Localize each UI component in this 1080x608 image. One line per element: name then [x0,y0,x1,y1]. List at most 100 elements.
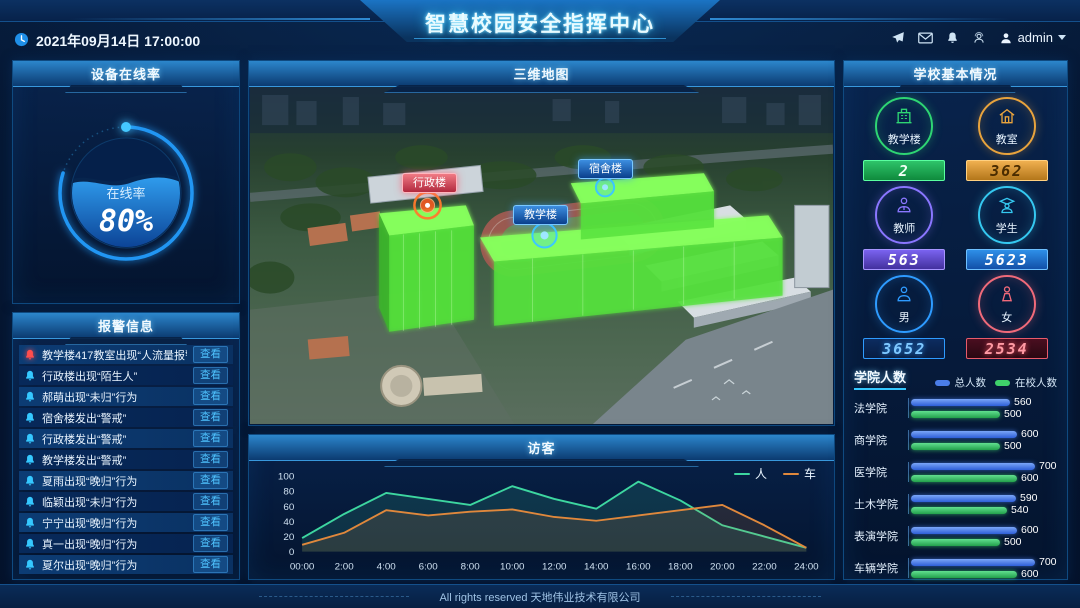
bell-icon [24,391,36,403]
building-marker[interactable] [594,177,616,198]
view-button[interactable]: 查看 [193,472,228,489]
legend-pill-icon [934,379,950,386]
campus-3d-map [250,87,833,424]
college-bars: 590 540 [908,492,1057,516]
svg-text:40: 40 [283,517,294,528]
college-row: 医学院 700 600 [854,456,1057,488]
legend-line-icon [782,472,799,475]
college-head: 学院人数 总人数 在校人数 [854,367,1057,390]
alarm-row: 郝萌出现“未归”行为 查看 [19,387,233,406]
visitor-chart-container: 0 20 40 60 80 100 00:00 2:00 4:00 6:00 8:00 10:00 12… [257,467,826,576]
alarm-text: 教学楼417教室出现“人流量报警” [42,349,187,362]
svg-text:14:00: 14:00 [584,562,609,573]
admin-label: admin [1017,30,1053,45]
svg-text:20: 20 [283,532,294,543]
college-name: 土木学院 [854,499,898,511]
svg-text:2:00: 2:00 [335,562,354,573]
total-value: 700 [1039,460,1057,472]
visitor-legend: 人车 [733,465,816,482]
view-button[interactable]: 查看 [193,514,228,531]
college-bars: 700 600 [908,556,1057,580]
datetime: 2021年09月14日 17:00:00 [14,31,200,51]
stat-value: 563 [863,249,946,270]
view-button[interactable]: 查看 [193,367,228,384]
stat-card: 教学楼 2 [856,97,953,183]
view-button[interactable]: 查看 [193,556,228,573]
view-button[interactable]: 查看 [193,346,228,363]
view-button[interactable]: 查看 [193,451,228,468]
college-row: 土木学院 590 540 [854,488,1057,520]
map-panel: 三维地图 [248,60,835,426]
stat-value: 2534 [965,338,1048,359]
header-deco-line-right [710,18,1010,20]
stat-label: 女 [1001,311,1013,324]
title-background [360,0,720,42]
alarm-text: 宿舍楼发出“警戒” [42,412,127,425]
alarm-text: 郝萌出现“未归”行为 [42,391,138,404]
admin-menu[interactable]: admin [999,30,1066,45]
stat-card: 教室 362 [959,97,1056,183]
stat-ring: 男 [875,275,934,333]
legend-item[interactable]: 车 [782,465,816,482]
svg-text:00:00: 00:00 [290,562,315,573]
college-bars: 600 500 [908,524,1057,548]
stat-label: 教室 [995,133,1018,146]
legend-item[interactable]: 人 [733,465,767,482]
college-row: 车辆学院 700 600 [854,552,1057,584]
school-panel-title: 学校基本情况 [913,67,998,82]
building-label[interactable]: 教学楼 [513,205,568,225]
svg-text:0: 0 [289,547,294,558]
view-button[interactable]: 查看 [193,493,228,510]
legend-label: 在校人数 [1015,377,1057,389]
device-panel-title: 设备在线率 [90,67,161,82]
svg-text:18:00: 18:00 [668,562,693,573]
oncampus-bar [911,570,1017,578]
stat-ring: 教学楼 [875,97,934,155]
alarm-list: 教学楼417教室出现“人流量报警” 查看 行政楼出现“陌生人” 查看 郝萌出现“未归”行… [19,345,233,574]
forest [250,145,826,400]
map-panel-header: 三维地图 [249,61,834,87]
oncampus-value: 500 [1004,440,1022,452]
building-label[interactable]: 宿舍楼 [578,159,633,179]
legend-item[interactable]: 在校人数 [995,375,1057,390]
building-marker[interactable] [531,222,558,249]
total-value: 600 [1021,428,1039,440]
legend-item[interactable]: 总人数 [934,375,986,390]
visitor-panel: 访客 人车 0 20 40 60 80 100 00:00 2:00 4:00 6:00 8:00 1… [248,434,835,580]
college-chart-title: 学院人数 [854,367,907,390]
bell-icon[interactable] [946,31,959,45]
view-button[interactable]: 查看 [193,535,228,552]
male-icon [894,284,914,309]
college-name: 表演学院 [854,531,898,543]
student-icon [997,195,1017,220]
gauge-wrap: 在线率 80% [13,87,239,303]
alarm-row: 行政楼发出“警戒” 查看 [19,429,233,448]
stat-label: 教学楼 [887,133,921,146]
alarm-row: 宿舍楼发出“警戒” 查看 [19,408,233,427]
online-rate-gauge: 在线率 80% [58,122,194,261]
footer: All rights reserved 天地伟业技术有限公司 [0,584,1080,608]
stat-ring: 教室 [977,97,1036,155]
alarm-text: 宁宁出现“晚归”行为 [42,517,138,530]
total-bar [911,494,1016,502]
view-button[interactable]: 查看 [193,388,228,405]
svg-text:4:00: 4:00 [377,562,396,573]
service-icon[interactable] [972,31,986,45]
building-label[interactable]: 行政楼 [402,173,457,193]
stat-label: 教师 [893,222,916,235]
oncampus-bar [911,410,1000,418]
left-column: 设备在线率 [12,60,240,580]
bell-icon [24,454,36,466]
oncampus-value: 600 [1021,472,1039,484]
right-column: 学校基本情况 教学楼 2 教室 362 教师 563 学生 5623 男 3652 女 2534 学院… [843,60,1068,580]
total-value: 560 [1014,396,1032,408]
college-legend: 总人数 在校人数 [934,375,1057,390]
total-bar [911,558,1035,566]
send-icon[interactable] [891,31,905,45]
alarm-text: 教学楼发出“警戒” [42,454,127,467]
mail-icon[interactable] [917,32,933,44]
view-button[interactable]: 查看 [193,409,228,426]
view-button[interactable]: 查看 [193,430,228,447]
svg-text:16:00: 16:00 [626,562,651,573]
map-body[interactable]: 行政楼教学楼 宿舍楼 [250,87,833,424]
